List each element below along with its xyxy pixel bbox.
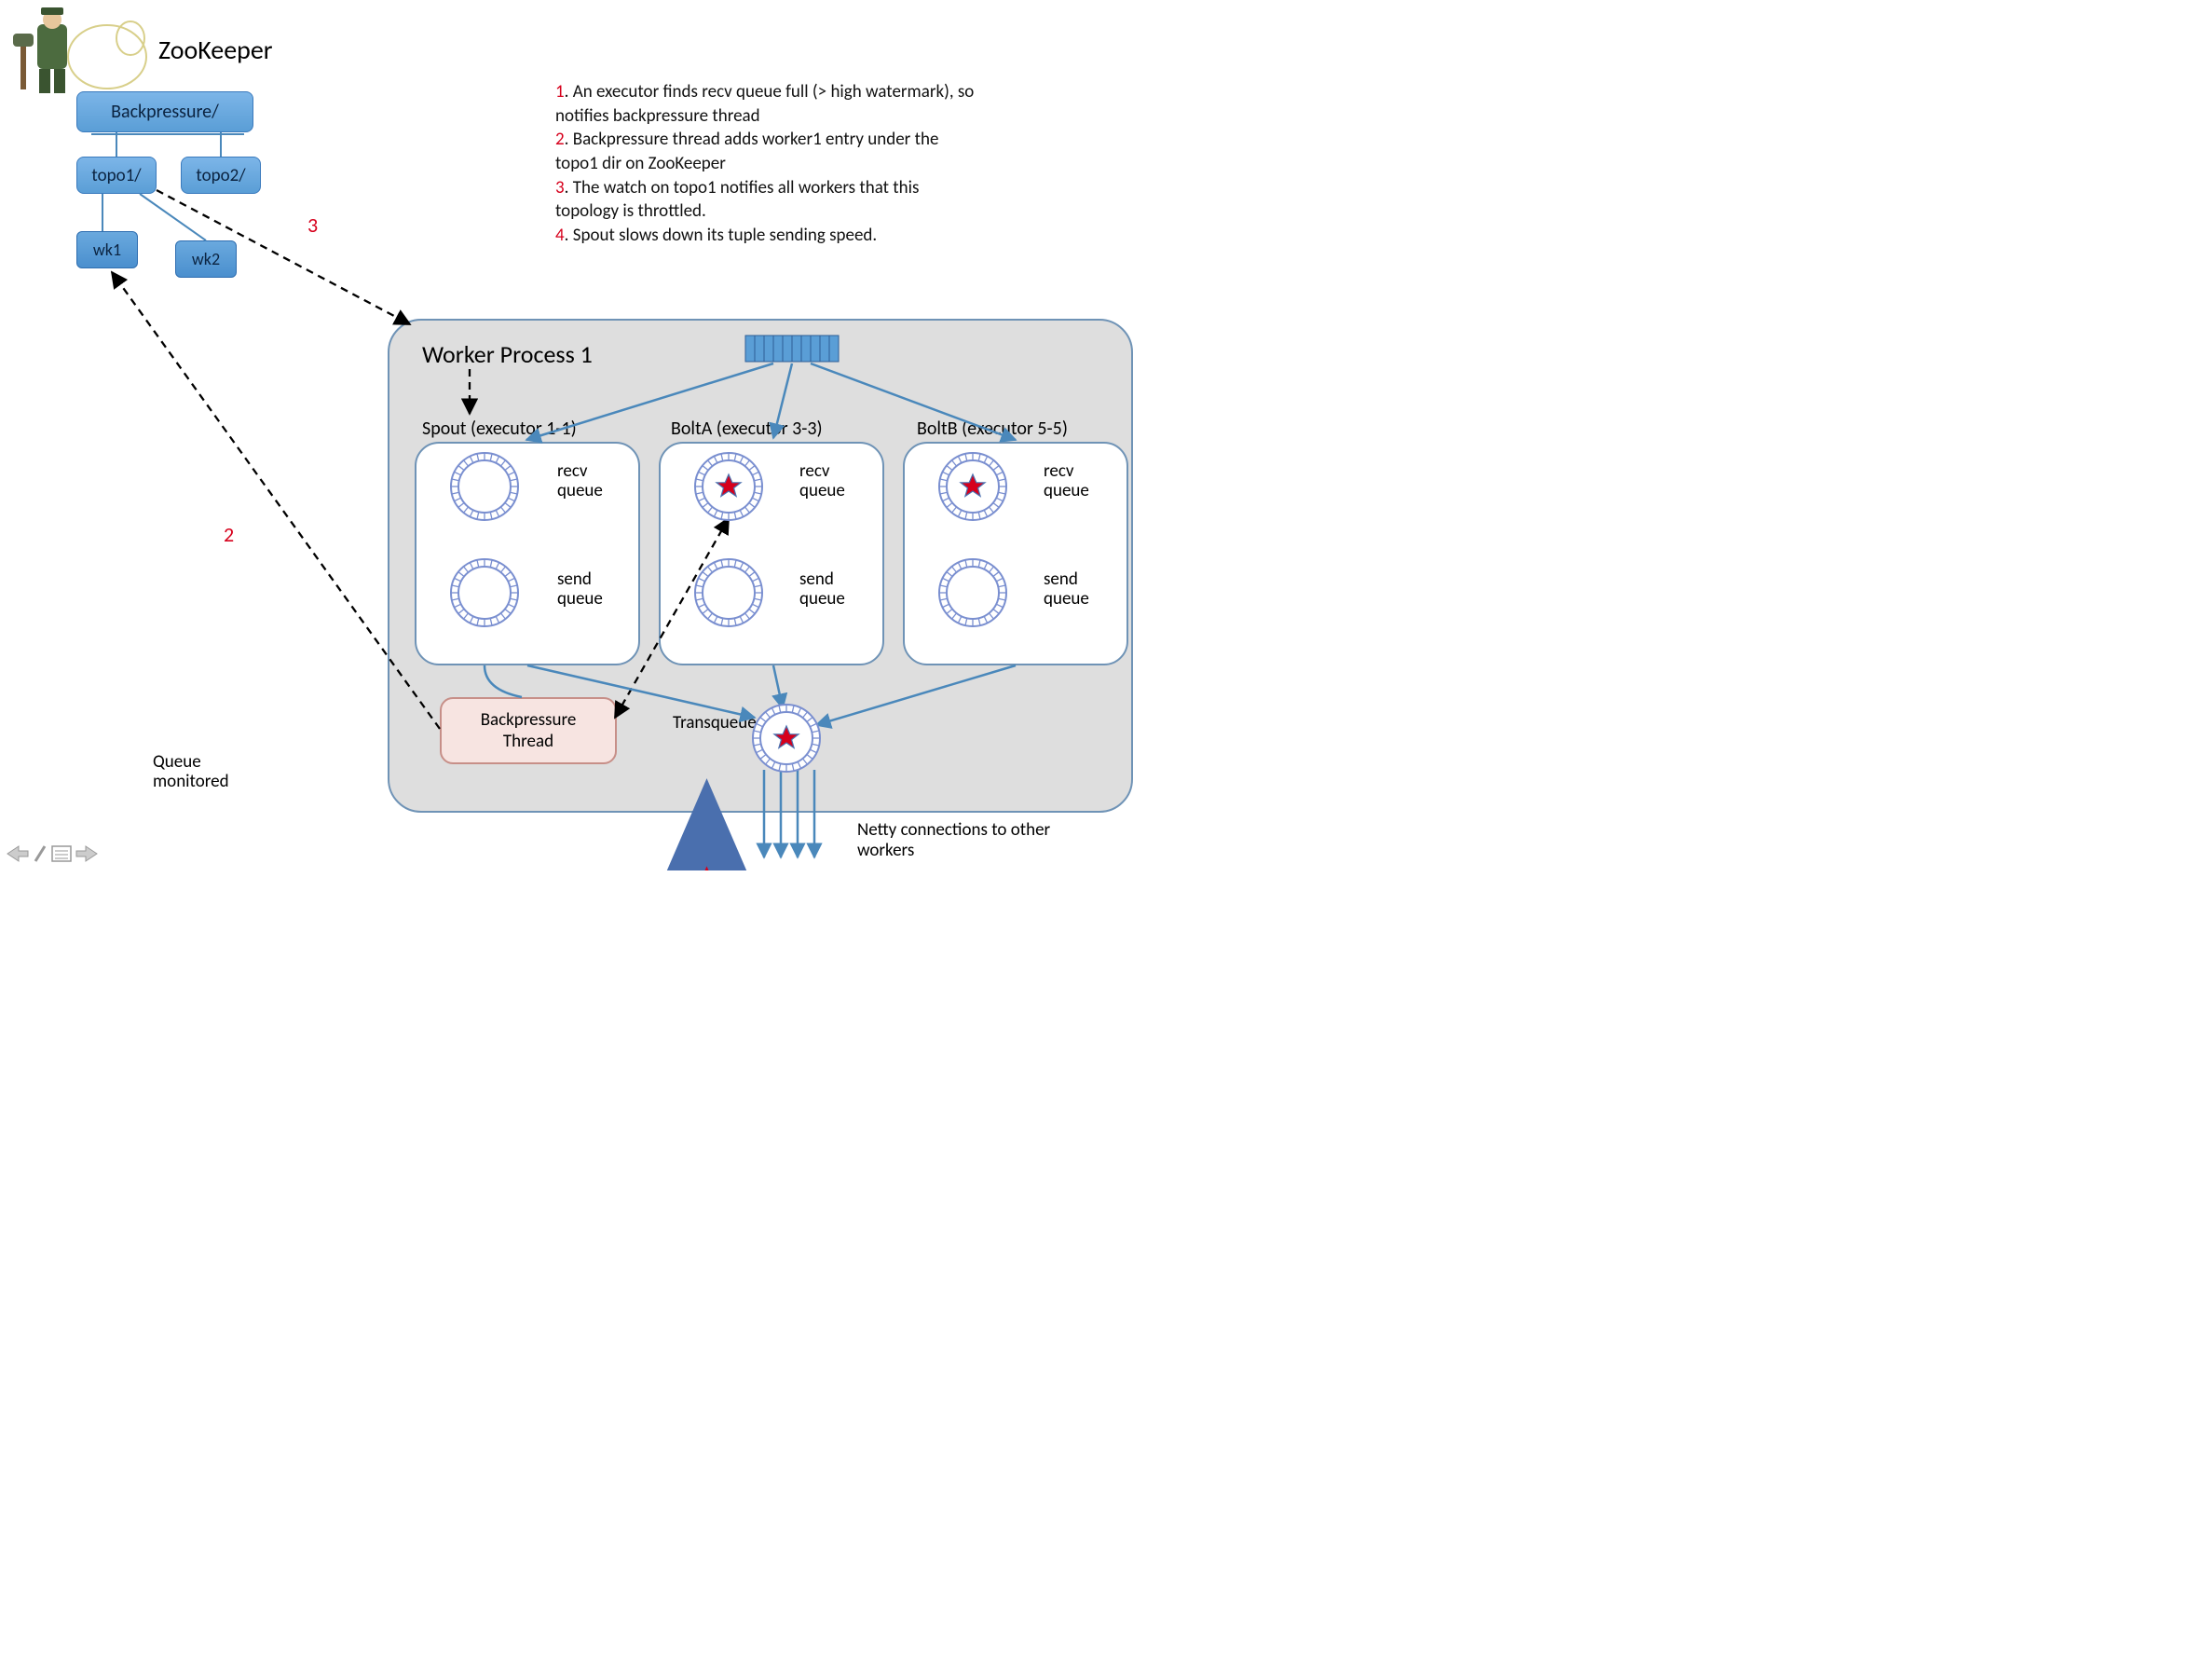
bolta-recv-label: recvqueue: [799, 462, 845, 501]
zk-node-topo2: topo2/: [181, 157, 261, 194]
exec-spout-title: Spout (executor 1-1): [422, 418, 577, 440]
exec-bolta-box: [659, 442, 884, 665]
boltb-recv-label: recvqueue: [1044, 462, 1089, 501]
step-label-3: 3: [307, 212, 318, 238]
exec-boltb-title: BoltB (executor 5-5): [917, 418, 1068, 440]
spout-recv-label: recvqueue: [557, 462, 603, 501]
exec-boltb-box: [903, 442, 1128, 665]
bolta-send-label: sendqueue: [799, 570, 845, 610]
zk-node-wk2: wk2: [175, 240, 237, 278]
exec-bolta-title: BoltA (executor 3-3): [671, 418, 823, 440]
netty-label: Netty connections to other workers: [857, 820, 1062, 861]
spout-send-label: sendqueue: [557, 570, 603, 610]
footer-icons: [4, 843, 116, 869]
explanation-text: 1. An executor finds recv queue full (> …: [555, 80, 984, 247]
zk-node-backpressure: Backpressure/: [76, 91, 253, 132]
zk-node-topo1: topo1/: [76, 157, 157, 194]
exec-spout-box: [415, 442, 640, 665]
boltb-send-label: sendqueue: [1044, 570, 1089, 610]
legend-text: Queue monitored: [153, 753, 255, 792]
zookeeper-logo-icon: [9, 6, 149, 99]
zookeeper-title: ZooKeeper: [158, 34, 273, 66]
backpressure-thread-box: BackpressureThread: [440, 697, 617, 764]
zk-node-wk1: wk1: [76, 231, 138, 268]
worker-process-title: Worker Process 1: [422, 339, 593, 369]
step-label-2: 2: [224, 522, 234, 547]
trans-queue-label: Transqueue: [673, 714, 738, 733]
